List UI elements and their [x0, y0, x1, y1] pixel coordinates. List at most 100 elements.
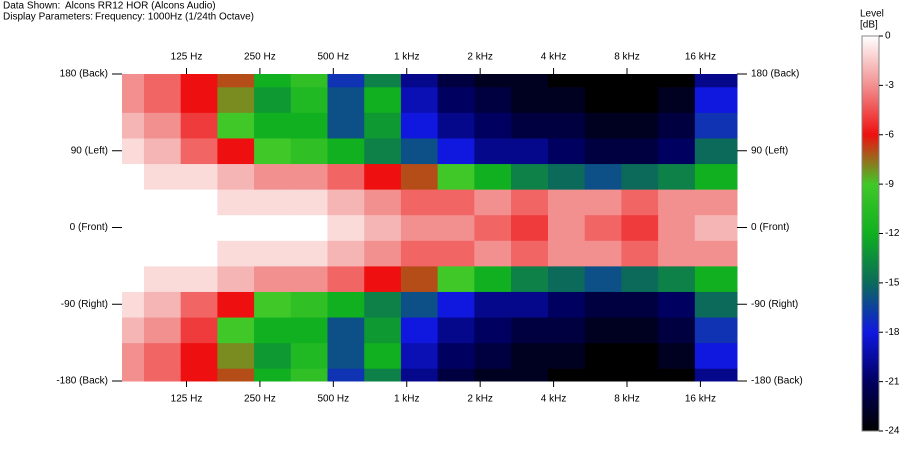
y-tick-label: 180 (Back) [60, 69, 108, 80]
heat-cell [364, 189, 402, 216]
heat-cell [122, 291, 145, 318]
heat-cell [254, 86, 292, 113]
heat-cell [621, 240, 659, 267]
heat-cell [290, 74, 329, 88]
x-tick-label: 125 Hz [171, 394, 203, 405]
heat-cell [694, 291, 738, 318]
heat-cell [364, 368, 402, 382]
heat-cell [584, 317, 622, 344]
heat-cell [143, 86, 182, 113]
heat-cell [584, 240, 622, 267]
y-tick-label: 90 (Left) [71, 145, 108, 156]
heat-cell [548, 317, 586, 344]
colorbar [861, 35, 880, 432]
heat-cell [511, 291, 549, 318]
heat-cell [290, 189, 329, 216]
heat-cell [437, 368, 475, 382]
heat-cell [474, 317, 512, 344]
heat-cell [364, 86, 402, 113]
heat-cell [254, 342, 292, 369]
heat-cell [548, 86, 586, 113]
heat-cell [290, 240, 329, 267]
heat-cell [474, 214, 512, 241]
heat-cell [364, 291, 402, 318]
x-tick-label: 4 kHz [541, 394, 567, 405]
heat-cell [180, 214, 218, 241]
heat-cell [327, 265, 365, 292]
heat-cell [694, 189, 738, 216]
heat-cell [474, 112, 512, 139]
heat-cell [122, 86, 145, 113]
heat-cell [180, 368, 218, 382]
heat-cell [217, 317, 255, 344]
heat-cell [584, 86, 622, 113]
heat-cell [437, 189, 475, 216]
heat-cell [217, 368, 255, 382]
heat-cell [658, 291, 696, 318]
heat-cell [548, 240, 586, 267]
heat-cell [290, 368, 329, 382]
heat-cell [400, 112, 439, 139]
heat-cell [511, 86, 549, 113]
heat-cell [658, 137, 696, 165]
heat-cell [290, 317, 329, 344]
heat-cell [694, 74, 738, 88]
heat-cell [180, 163, 218, 190]
colorbar-tick-label: -21 [885, 376, 900, 387]
header-value: Frequency: 1000Hz (1/24th Octave) [95, 12, 254, 23]
heat-cell [621, 74, 659, 88]
heat-cell [143, 189, 182, 216]
heat-cell [364, 317, 402, 344]
heat-cell [437, 265, 475, 292]
heat-cell [658, 163, 696, 190]
heat-cell [584, 291, 622, 318]
heat-cell [217, 163, 255, 190]
colorbar-tick-label: -12 [885, 228, 900, 239]
heat-cell [621, 86, 659, 113]
heat-cell [122, 189, 145, 216]
heat-cell [217, 214, 255, 241]
heat-cell [180, 86, 218, 113]
heat-cell [548, 189, 586, 216]
heat-cell [658, 189, 696, 216]
y-tick-label: 0 (Front) [70, 222, 108, 233]
colorbar-tick-label: 0 [885, 31, 891, 42]
y-tick-label: -90 (Right) [751, 299, 798, 310]
heat-cell [474, 189, 512, 216]
heat-cell [621, 317, 659, 344]
heat-cell [474, 265, 512, 292]
x-tick-label: 500 Hz [317, 52, 349, 63]
heat-cell [658, 368, 696, 382]
heat-cell [122, 137, 145, 165]
heat-cell [143, 137, 182, 165]
heat-cell [437, 342, 475, 369]
heat-cell [364, 74, 402, 88]
heat-cell [511, 240, 549, 267]
colorbar-tick-label: -9 [885, 179, 894, 190]
heat-cell [511, 137, 549, 165]
heat-cell [658, 74, 696, 88]
heat-cell [290, 291, 329, 318]
heat-cell [217, 342, 255, 369]
heat-cell [694, 265, 738, 292]
heat-cell [694, 214, 738, 241]
heat-cell [584, 368, 622, 382]
heat-cell [584, 112, 622, 139]
x-tick-label: 16 kHz [685, 394, 716, 405]
heat-cell [364, 137, 402, 165]
heat-cell [400, 74, 439, 88]
heat-cell [180, 112, 218, 139]
heat-cell [437, 317, 475, 344]
heat-cell [180, 265, 218, 292]
heat-cell [400, 368, 439, 382]
heat-cell [658, 112, 696, 139]
colorbar-tick-label: -18 [885, 327, 900, 338]
heat-cell [584, 163, 622, 190]
x-tick-label: 8 kHz [614, 52, 640, 63]
colorbar-tick-label: -24 [885, 426, 900, 437]
heat-cell [400, 189, 439, 216]
heat-cell [217, 240, 255, 267]
heat-cell [548, 74, 586, 88]
heat-cell [694, 86, 738, 113]
